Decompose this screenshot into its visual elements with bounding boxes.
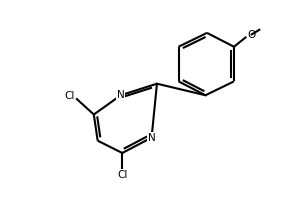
Text: N: N (148, 133, 155, 143)
Text: Cl: Cl (117, 170, 127, 179)
Text: O: O (247, 30, 255, 40)
Text: N: N (117, 90, 125, 100)
Text: Cl: Cl (64, 91, 74, 101)
